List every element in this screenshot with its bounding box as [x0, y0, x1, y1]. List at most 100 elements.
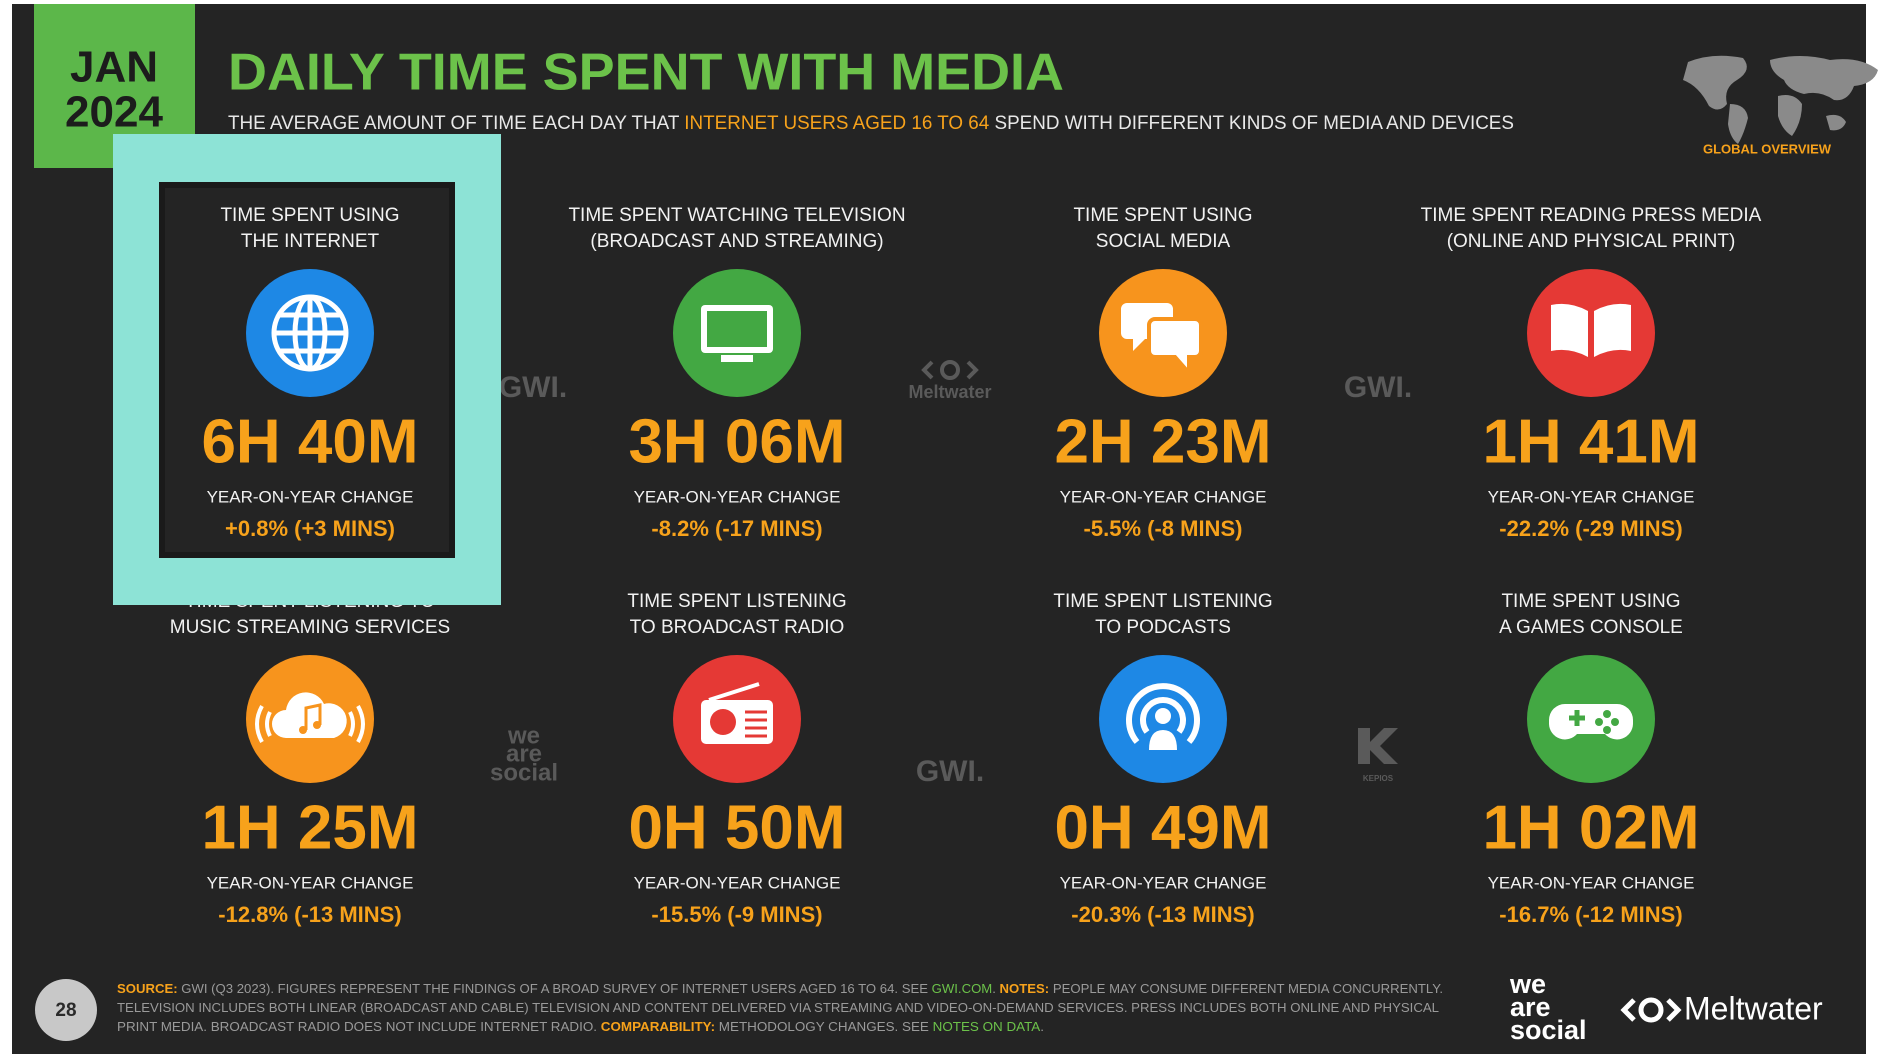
footer-text: METHODOLOGY CHANGES. SEE: [715, 1019, 933, 1034]
radio-speaker: [710, 709, 736, 735]
change-value: -8.2% (-17 MINS): [651, 516, 822, 541]
change-label: YEAR-ON-YEAR CHANGE: [634, 873, 841, 892]
gamepad-icon: [1549, 704, 1633, 740]
radio-icon: [701, 682, 773, 744]
footer-text: PRINT MEDIA. BROADCAST RADIO DOES NOT IN…: [117, 1019, 601, 1034]
watermark: GWI.: [1344, 371, 1412, 404]
map-shape: [1778, 95, 1802, 136]
note-stem: [304, 703, 322, 730]
book-icon: [1551, 303, 1631, 357]
card-label: TO BROADCAST RADIO: [630, 617, 845, 638]
card-value: 1H 41M: [1482, 407, 1699, 476]
radio-antenna: [708, 682, 760, 702]
footer-text: .: [1040, 1019, 1044, 1034]
subtitle-text: THE AVERAGE AMOUNT OF TIME EACH DAY THAT: [228, 113, 684, 134]
change-label: YEAR-ON-YEAR CHANGE: [1488, 487, 1695, 506]
footer-text: .: [992, 981, 999, 996]
highlight-frame: [113, 134, 501, 605]
watermark: GWI.: [916, 755, 984, 788]
map-shape: [1770, 56, 1878, 101]
cloud: [272, 692, 347, 738]
footer-text: PEOPLE MAY CONSUME DIFFERENT MEDIA CONCU…: [1049, 981, 1443, 996]
highlight-inner-border: [159, 182, 455, 558]
map-shape: [1683, 55, 1747, 110]
gamepad-button: [1603, 726, 1611, 734]
tv-icon: [701, 305, 773, 362]
world-map: [1683, 55, 1878, 144]
date-month: JAN: [70, 43, 158, 92]
footer-line: SOURCE: GWI (Q3 2023). FIGURES REPRESENT…: [117, 981, 1443, 996]
gamepad-button: [1611, 718, 1619, 726]
logo-meltwater: Meltwater: [1684, 990, 1823, 1026]
footer-text: SOURCE:: [117, 981, 178, 996]
change-label: YEAR-ON-YEAR CHANGE: [1060, 487, 1267, 506]
card-label: TIME SPENT LISTENING: [1053, 591, 1272, 612]
podcast-outer-arc: [1126, 683, 1200, 744]
logo-brackets: [1620, 998, 1682, 1022]
change-label: YEAR-ON-YEAR CHANGE: [1488, 873, 1695, 892]
card-label: TIME SPENT USING: [220, 205, 399, 226]
note-head: [313, 721, 321, 729]
change-label: YEAR-ON-YEAR CHANGE: [207, 487, 414, 506]
meltwater-watermark-icon: [921, 360, 979, 380]
change-label: YEAR-ON-YEAR CHANGE: [634, 487, 841, 506]
gamepad-dpad: [1569, 710, 1585, 726]
kepios-watermark-icon: [1358, 728, 1398, 764]
badge: GLOBAL OVERVIEW: [1703, 141, 1832, 156]
change-label: YEAR-ON-YEAR CHANGE: [207, 873, 414, 892]
page-number-badge: [35, 979, 97, 1041]
footer-text: COMPARABILITY:: [601, 1019, 715, 1034]
watermark: are: [506, 740, 542, 767]
card-label: (BROADCAST AND STREAMING): [590, 231, 883, 252]
card-value: 6H 40M: [201, 407, 418, 476]
card-value: 1H 25M: [201, 793, 418, 862]
footer-text: NOTES:: [1000, 981, 1050, 996]
card-value: 2H 23M: [1054, 407, 1271, 476]
footer-notes: SOURCE: GWI (Q3 2023). FIGURES REPRESENT…: [117, 981, 1443, 1034]
footer-text: GWI (Q3 2023). FIGURES REPRESENT THE FIN…: [178, 981, 932, 996]
card-label: MUSIC STREAMING SERVICES: [170, 617, 450, 638]
footer-line: TELEVISION INCLUDES BOTH LINEAR (BROADCA…: [117, 1000, 1439, 1015]
radio-grille: [745, 710, 767, 738]
meltwater-logo-icon: [1620, 997, 1682, 1023]
watermark: KEPIOS: [1363, 774, 1394, 783]
change-value: +0.8% (+3 MINS): [225, 516, 395, 541]
bubble-front: [1147, 317, 1203, 379]
title: DAILY TIME SPENT WITH MEDIA: [228, 44, 1064, 102]
date-year: 2024: [65, 88, 163, 137]
book-right-page: [1594, 303, 1631, 357]
globe-icon: [271, 294, 349, 372]
logo-brackets: [921, 360, 979, 380]
card-label: THE INTERNET: [241, 231, 380, 252]
podcast-head: [1155, 708, 1171, 724]
card-label: A GAMES CONSOLE: [1499, 617, 1683, 638]
change-value: -12.8% (-13 MINS): [218, 902, 401, 927]
book-left-page: [1551, 303, 1588, 357]
watermark: we: [507, 722, 540, 749]
change-value: -20.3% (-13 MINS): [1071, 902, 1254, 927]
watermark: GWI.: [499, 371, 567, 404]
tv-screen: [707, 311, 767, 347]
footer-text: NOTES ON DATA: [933, 1019, 1041, 1034]
podcast-body: [1149, 730, 1177, 750]
watermark: social: [490, 759, 558, 786]
card-label: TIME SPENT LISTENING: [627, 591, 846, 612]
icon-circle: [1527, 269, 1655, 397]
card-label: TIME SPENT USING: [1501, 591, 1680, 612]
card-label: TIME SPENT USING: [1073, 205, 1252, 226]
tv-stand: [721, 355, 753, 362]
subtitle: THE AVERAGE AMOUNT OF TIME EACH DAY THAT…: [228, 113, 1514, 134]
globe-lines: [274, 297, 346, 369]
chat-icon: [1121, 303, 1203, 379]
page-number: 28: [55, 1000, 76, 1021]
logo-we-are-social: are: [1510, 992, 1551, 1022]
sound-waves: [255, 705, 365, 743]
music-icon: [255, 692, 365, 743]
change-label: YEAR-ON-YEAR CHANGE: [1060, 873, 1267, 892]
logo-ring: [940, 360, 960, 380]
card-label: TIME SPENT READING PRESS MEDIA: [1421, 205, 1762, 226]
card-label: TIME SPENT WATCHING TELEVISION: [568, 205, 905, 226]
gamepad-body: [1549, 704, 1633, 740]
card-value: 0H 50M: [628, 793, 845, 862]
